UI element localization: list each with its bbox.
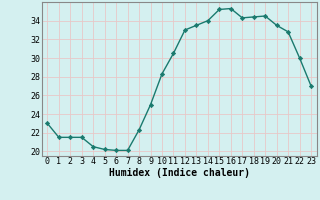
X-axis label: Humidex (Indice chaleur): Humidex (Indice chaleur) (109, 168, 250, 178)
